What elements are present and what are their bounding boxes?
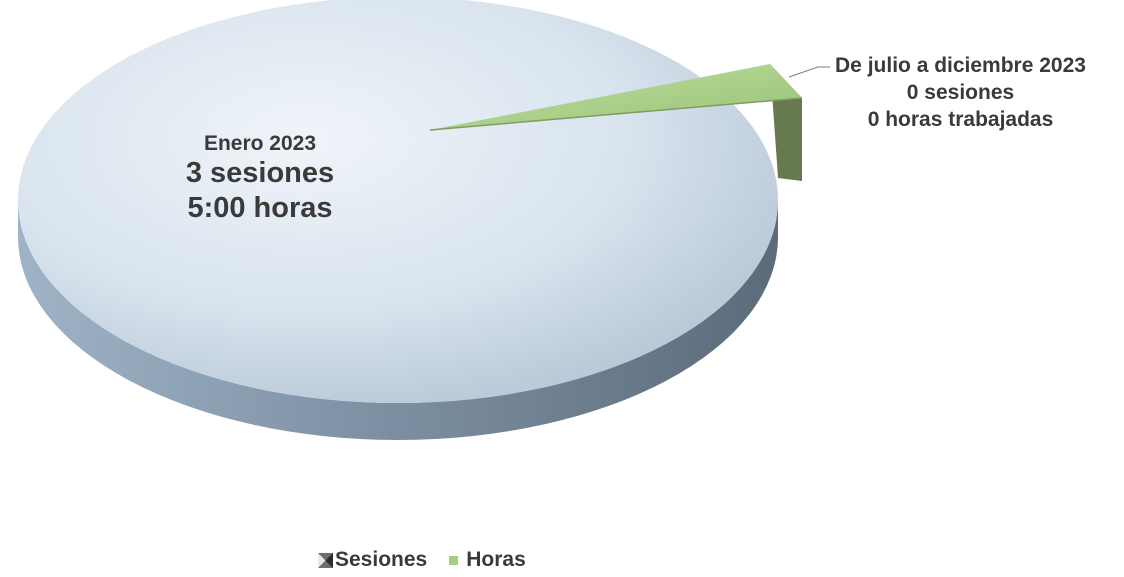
- data-label-line: 3 sesiones: [185, 157, 335, 190]
- pie-slice-julio-diciembre-2023: [430, 64, 802, 130]
- pie-slice-side: [18, 200, 778, 440]
- data-label-line: 0 horas trabajadas: [867, 107, 1054, 131]
- legend-item-sesiones: Sesiones: [318, 548, 427, 572]
- data-label-julio-diciembre-2023: De julio a diciembre 2023 0 sesiones 0 h…: [818, 53, 1103, 134]
- bowtie-marker-icon: [318, 552, 333, 568]
- legend-swatch: [449, 555, 459, 565]
- wedge-inner-edge: [429, 97, 803, 131]
- data-label-line: De julio a diciembre 2023: [835, 54, 1086, 77]
- leader-line: [788, 66, 830, 78]
- legend-label: Horas: [466, 548, 526, 571]
- legend-item-horas: Horas: [449, 548, 526, 572]
- legend-label: Sesiones: [335, 548, 428, 571]
- data-label-line: Enero 2023: [203, 132, 317, 155]
- data-label-line: 5:00 horas: [187, 191, 333, 224]
- data-label-enero-2023: Enero 2023 3 sesiones 5:00 horas: [130, 131, 390, 226]
- data-label-line: 0 sesiones: [906, 80, 1015, 104]
- legend: Sesiones Horas: [318, 548, 526, 572]
